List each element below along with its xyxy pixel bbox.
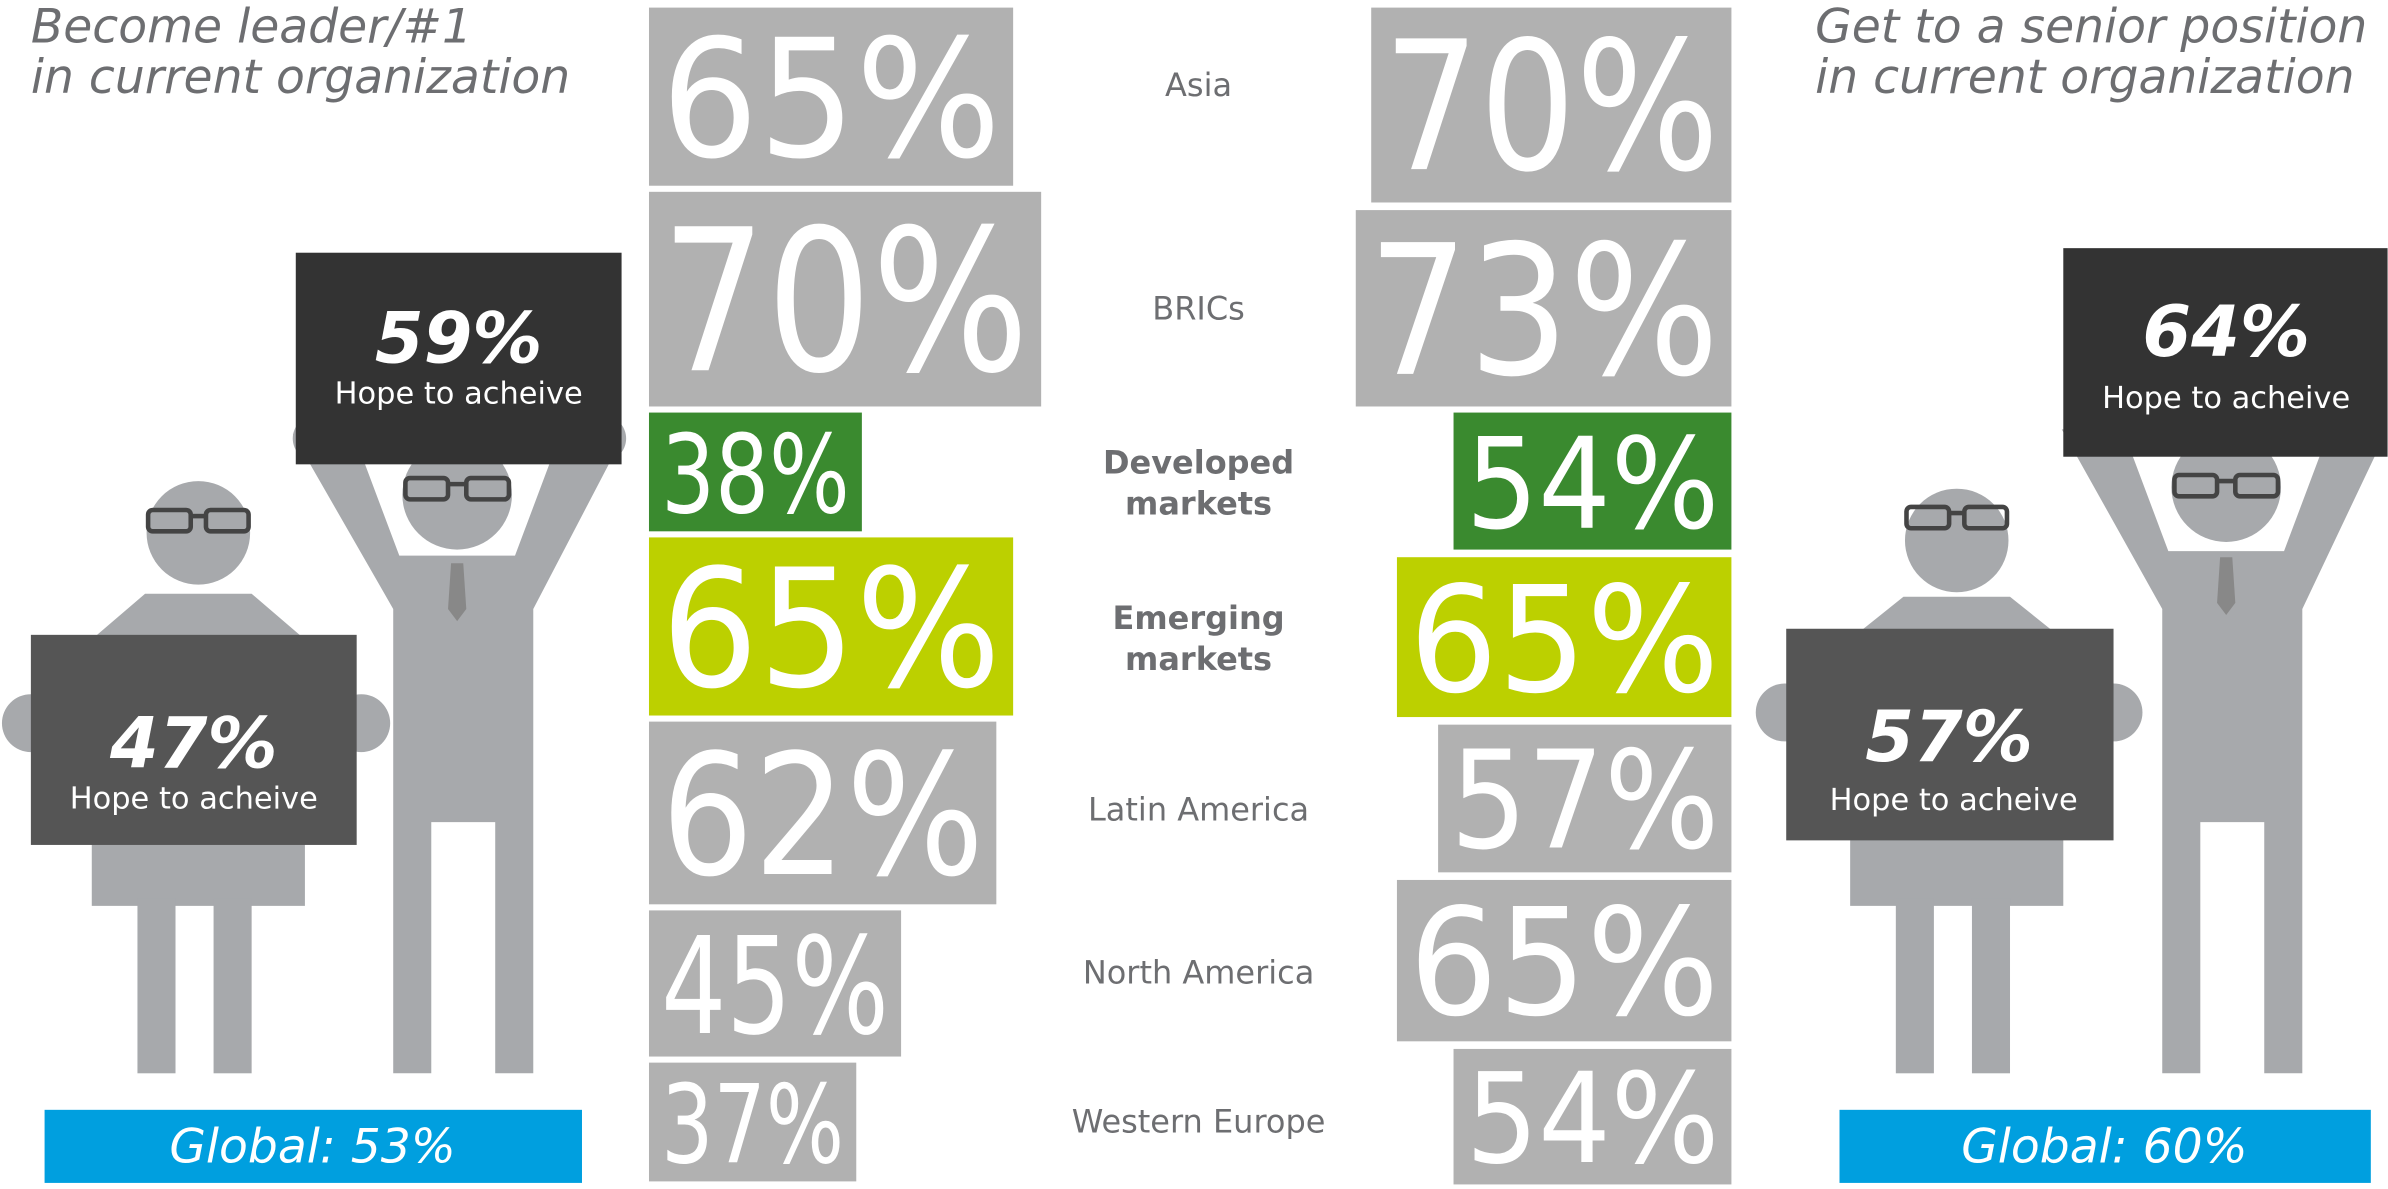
sign-caption: Hope to acheive [335,376,583,411]
page: Become leader/#1 in current organization… [0,0,2388,1189]
value-label: 65% [1409,877,1719,1050]
value-label: 57% [1450,723,1719,881]
sign-value: 47% [109,702,278,784]
left-title: Become leader/#1 [31,0,472,55]
region-label: Latin America [1088,791,1309,829]
value-label: 54% [1466,1047,1720,1189]
right-title: in current organization [1815,50,2354,105]
sign-value: 64% [2142,291,2310,373]
value-label: 73% [1368,206,1719,417]
value-label: 38% [661,411,850,538]
sign-caption: Hope to acheive [2102,381,2350,416]
value-label: 54% [1466,411,1720,558]
sign-caption: Hope to acheive [70,781,318,816]
global-label: Global: 53% [169,1119,455,1174]
value-label: 65% [1409,554,1719,726]
sign-value: 57% [1865,696,2033,778]
region-label: BRICs [1152,290,1245,328]
sign-caption: Hope to acheive [1830,783,2078,818]
global-label: Global: 60% [1961,1119,2247,1174]
infographic: Become leader/#1 in current organization… [0,0,2388,1189]
value-label: 65% [661,4,1001,195]
region-label: Asia [1165,66,1232,104]
sign-value: 59% [375,297,543,379]
left-title: in current organization [31,50,570,105]
region-label: Western Europe [1072,1103,1326,1141]
value-label: 62% [661,718,984,914]
value-label: 70% [1383,4,1719,212]
right-title: Get to a senior position [1815,0,2367,55]
value-label: 70% [661,187,1029,417]
value-label: 37% [661,1062,844,1189]
value-label: 65% [661,534,1001,725]
value-label: 45% [661,908,889,1065]
region-label: North America [1083,953,1314,991]
